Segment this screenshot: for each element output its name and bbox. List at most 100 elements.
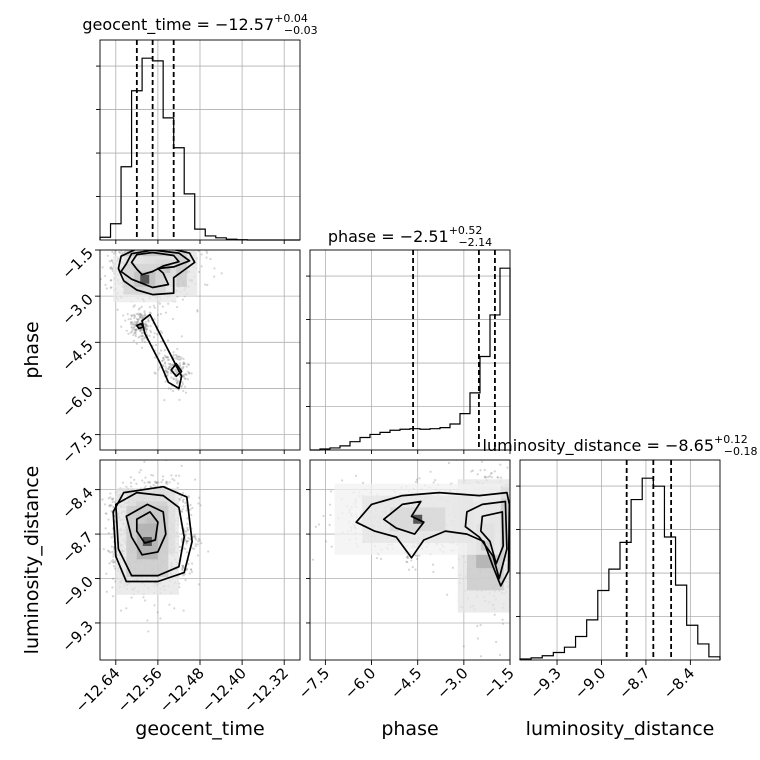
panel-phase-vs-luminosity-distance-point: [476, 624, 479, 628]
panel-geocent-time-vs-phase-point: [176, 355, 179, 358]
panel-geocent-time-vs-luminosity-distance-point: [107, 532, 110, 535]
panel-geocent-time-vs-phase-point: [134, 328, 138, 332]
panel-geocent-time-vs-phase-point: [139, 316, 142, 319]
panel-phase-vs-luminosity-distance-point: [451, 566, 454, 569]
panel-geocent-time-vs-phase-point: [162, 356, 165, 360]
panel-geocent-time-vs-phase-point: [157, 368, 160, 371]
panel-geocent-time-vs-phase-point: [140, 246, 142, 248]
panel-geocent-time-vs-phase-point: [136, 321, 139, 324]
panel-geocent-time-vs-phase-point: [171, 247, 173, 249]
ytick-label-phase-2: −4.5: [58, 336, 96, 374]
panel-geocent-time-vs-phase-point: [132, 323, 135, 326]
ytick-label-phase-3: −3.0: [58, 290, 96, 328]
panel-geocent-time-vs-phase-point: [186, 363, 190, 366]
panel-geocent-time-vs-phase-point: [187, 363, 191, 366]
panel-phase-vs-luminosity-distance-point: [517, 507, 519, 509]
panel-geocent-time-vs-phase-point: [129, 242, 131, 244]
panel-geocent-time-vs-phase-point: [130, 321, 133, 324]
panel-geocent-time-vs-phase-point: [172, 241, 174, 243]
panel-geocent-time-vs-luminosity-distance-point: [101, 498, 104, 501]
panel-geocent-time-vs-luminosity-distance-point: [178, 474, 181, 477]
panel-geocent-time-vs-phase-point: [169, 245, 171, 247]
panel-phase-vs-luminosity-distance-point: [522, 568, 524, 570]
panel-geocent-time-vs-luminosity-distance-point: [165, 480, 168, 484]
panel-geocent-time-vs-luminosity-distance-point: [194, 538, 198, 541]
panel-phase-vs-luminosity-distance-point: [497, 476, 500, 479]
panel-phase-vs-luminosity-distance-point: [324, 540, 328, 543]
panel-geocent-time-vs-phase-point: [136, 244, 138, 246]
panel-geocent-time-vs-phase-point: [166, 374, 169, 377]
panel-geocent-time-vs-luminosity-distance-point: [109, 504, 112, 507]
panel-geocent-time-vs-luminosity-distance-point: [143, 481, 146, 485]
xtick-label-geocent-time-2: −12.48: [156, 664, 208, 716]
panel-geocent-time-vs-phase-contour-5: [135, 322, 145, 330]
panel-geocent-time-vs-phase-point: [179, 242, 181, 244]
panel-geocent-time-vs-luminosity-distance-point: [186, 529, 190, 532]
panel-phase-vs-luminosity-distance-point: [514, 472, 516, 474]
panel-geocent-time-vs-luminosity-distance-point: [105, 572, 108, 575]
panel-geocent-time-vs-phase-point: [134, 329, 137, 332]
panel-geocent-time-vs-luminosity-distance-point: [111, 550, 114, 553]
panel-phase-vs-luminosity-distance-point: [513, 507, 515, 509]
panel-geocent-time-vs-phase-point: [163, 354, 166, 357]
panel-geocent-time-vs-phase-point: [147, 320, 150, 323]
panel-phase-vs-luminosity-distance-point: [511, 499, 513, 501]
panel-geocent-time-vs-phase-point: [164, 380, 167, 383]
panel-phase-vs-luminosity-distance-point: [405, 560, 408, 563]
panel-geocent-time-vs-luminosity-distance-point: [176, 482, 180, 485]
panel-phase-vs-luminosity-distance-contour-2: [464, 500, 508, 580]
panel-phase-vs-luminosity-distance-point: [328, 523, 331, 526]
panel-phase-vs-luminosity-distance-point: [515, 496, 517, 498]
panel-geocent-time-vs-luminosity-distance-point: [109, 496, 112, 499]
panel-geocent-time-vs-phase-point: [129, 323, 133, 326]
panel-geocent-time-vs-phase-point: [159, 349, 163, 352]
panel-geocent-time-vs-phase-point: [166, 358, 170, 362]
panel-geocent-time-vs-phase-point: [134, 334, 137, 338]
ytick-label-luminosity-distance-2: −8.7: [58, 528, 96, 566]
panel-geocent-time-vs-phase-point: [133, 314, 136, 317]
xtick-label-geocent-time-1: −12.56: [114, 664, 166, 716]
panel-geocent-time-vs-luminosity-distance-point: [97, 547, 99, 549]
hist-luminosity-distance: [516, 460, 721, 660]
panel-geocent-time-vs-luminosity-distance-point: [110, 545, 113, 548]
panel-geocent-time-vs-luminosity-distance-point: [144, 476, 147, 479]
panel-geocent-time-vs-phase-point: [116, 308, 119, 311]
panel-geocent-time-vs-phase-point: [173, 244, 175, 246]
panel-geocent-time-vs-phase-point: [113, 252, 116, 255]
panel-geocent-time-vs-phase-point: [153, 244, 155, 246]
panel-geocent-time-vs-phase-point: [182, 363, 185, 366]
panel-geocent-time-vs-luminosity-distance-point: [107, 497, 110, 500]
panel-geocent-time-vs-phase-point: [163, 398, 166, 402]
panel-geocent-time-vs-luminosity-distance-point: [178, 498, 181, 501]
panel-geocent-time-vs-luminosity-distance-point: [190, 570, 194, 574]
panel-geocent-time-vs-phase-point: [168, 235, 170, 237]
panel-geocent-time-vs-phase-point: [154, 372, 157, 375]
panel-geocent-time-vs-phase-point: [134, 328, 138, 331]
panel-phase-vs-luminosity-distance-point: [414, 480, 418, 484]
panel-geocent-time-vs-luminosity-distance-point: [119, 609, 123, 612]
panel-geocent-time-vs-phase-point: [138, 329, 141, 332]
panel-geocent-time-vs-luminosity-distance-point: [112, 555, 115, 558]
panel-geocent-time-vs-luminosity-distance-point: [139, 468, 142, 472]
panel-geocent-time-vs-phase-point: [142, 337, 145, 340]
panel-geocent-time-vs-phase-point: [176, 347, 179, 351]
panel-geocent-time-vs-phase-point: [196, 310, 199, 313]
panel-geocent-time-vs-phase-point: [184, 237, 186, 239]
panel-phase-vs-luminosity-distance-point: [431, 563, 435, 566]
ytick-label-luminosity-distance-3: −8.4: [58, 484, 96, 522]
panel-geocent-time-vs-luminosity-distance-point: [186, 517, 189, 520]
panel-geocent-time-vs-phase-point: [184, 377, 187, 380]
panel-geocent-time-vs-luminosity-distance-point: [193, 478, 197, 481]
panel-geocent-time-vs-luminosity-distance-point: [174, 474, 178, 477]
panel-geocent-time-vs-luminosity-distance-point: [185, 540, 189, 543]
panel-geocent-time-vs-phase-point: [169, 246, 171, 248]
xlabel-luminosity-distance: luminosity_distance: [526, 718, 715, 740]
panel-geocent-time-vs-phase-point: [156, 313, 160, 317]
panel-geocent-time-vs-phase-inner: [100, 235, 300, 450]
panel-geocent-time-vs-phase-point: [190, 372, 193, 375]
panel-phase-vs-luminosity-distance-point: [513, 464, 515, 466]
panel-geocent-time-vs-phase-point: [176, 305, 179, 309]
panel-geocent-time-vs-luminosity-distance-point: [121, 481, 125, 484]
panel-geocent-time-vs-phase-point: [145, 325, 148, 328]
panel-phase-vs-luminosity-distance-point: [434, 478, 437, 482]
